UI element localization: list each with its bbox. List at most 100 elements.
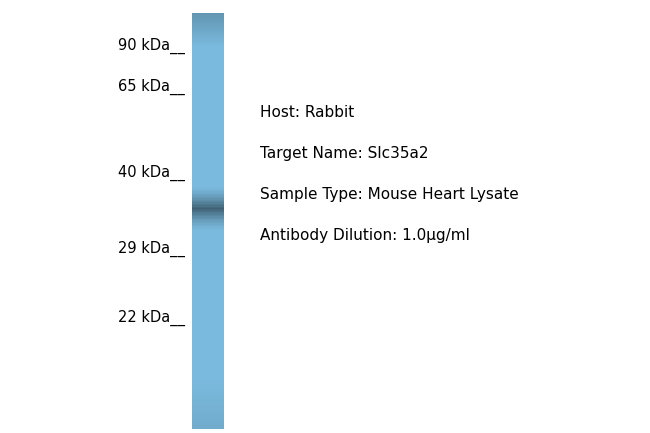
Bar (192, 374, 224, 376)
Bar (192, 226, 224, 228)
Bar (192, 75, 224, 77)
Bar (192, 248, 224, 250)
Bar (192, 327, 224, 329)
Bar (192, 237, 224, 239)
Bar (192, 115, 224, 117)
Bar (192, 294, 224, 296)
Bar (192, 265, 224, 267)
Bar (192, 48, 224, 50)
Bar (192, 352, 224, 354)
Bar (192, 323, 224, 325)
Bar (192, 407, 224, 409)
Bar (192, 423, 224, 424)
Bar (192, 19, 224, 21)
Bar (192, 130, 224, 132)
Bar (192, 305, 224, 307)
Bar (192, 295, 224, 297)
Bar (192, 209, 224, 211)
Bar (192, 143, 224, 145)
Bar (192, 251, 224, 253)
Bar (192, 349, 224, 351)
Bar (192, 308, 224, 310)
Bar (192, 26, 224, 28)
Bar (192, 241, 224, 243)
Bar (192, 259, 224, 261)
Bar (192, 71, 224, 73)
Bar (192, 414, 224, 416)
Bar (192, 419, 224, 420)
Bar (192, 227, 224, 229)
Bar (192, 132, 224, 133)
Bar (192, 17, 224, 19)
Bar (192, 186, 224, 187)
Bar (192, 38, 224, 39)
Bar (192, 53, 224, 55)
Bar (192, 111, 224, 113)
Bar (192, 107, 224, 109)
Bar (192, 310, 224, 312)
Bar (192, 98, 224, 100)
Bar (192, 331, 224, 333)
Bar (192, 366, 224, 368)
Bar (192, 244, 224, 246)
Bar (192, 122, 224, 124)
Text: Target Name: Slc35a2: Target Name: Slc35a2 (260, 146, 428, 161)
Bar (192, 249, 224, 251)
Bar (192, 136, 224, 138)
Bar (192, 315, 224, 317)
Bar (192, 129, 224, 131)
Bar (192, 32, 224, 34)
Bar (192, 46, 224, 48)
Bar (192, 410, 224, 412)
Bar (192, 424, 224, 426)
Bar (192, 213, 224, 215)
Bar (192, 358, 224, 359)
Bar (192, 329, 224, 330)
Bar (192, 86, 224, 88)
Bar (192, 125, 224, 126)
Bar (192, 87, 224, 89)
Bar (192, 290, 224, 291)
Bar (192, 202, 224, 204)
Bar (192, 145, 224, 147)
Bar (192, 336, 224, 337)
Bar (192, 372, 224, 373)
Bar (192, 116, 224, 118)
Bar (192, 223, 224, 225)
Bar (192, 280, 224, 282)
Bar (192, 302, 224, 304)
Bar (192, 28, 224, 29)
Bar (192, 230, 224, 232)
Bar (192, 380, 224, 381)
Bar (192, 151, 224, 153)
Bar (192, 403, 224, 405)
Bar (192, 103, 224, 104)
Bar (192, 89, 224, 90)
Bar (192, 201, 224, 203)
Bar (192, 96, 224, 97)
Bar (192, 324, 224, 326)
Bar (192, 57, 224, 59)
Bar (192, 284, 224, 286)
Bar (192, 72, 224, 74)
Bar (192, 74, 224, 75)
Bar (192, 162, 224, 164)
Bar (192, 161, 224, 163)
Bar (192, 211, 224, 213)
Bar (192, 168, 224, 170)
Bar (192, 97, 224, 99)
Bar (192, 52, 224, 53)
Bar (192, 426, 224, 427)
Bar (192, 76, 224, 78)
Bar (192, 268, 224, 269)
Bar (192, 277, 224, 279)
Bar (192, 36, 224, 38)
Text: 65 kDa__: 65 kDa__ (118, 78, 185, 95)
Bar (192, 154, 224, 156)
Bar (192, 291, 224, 293)
Bar (192, 158, 224, 160)
Bar (192, 312, 224, 313)
Bar (192, 169, 224, 171)
Bar (192, 273, 224, 275)
Bar (192, 401, 224, 402)
